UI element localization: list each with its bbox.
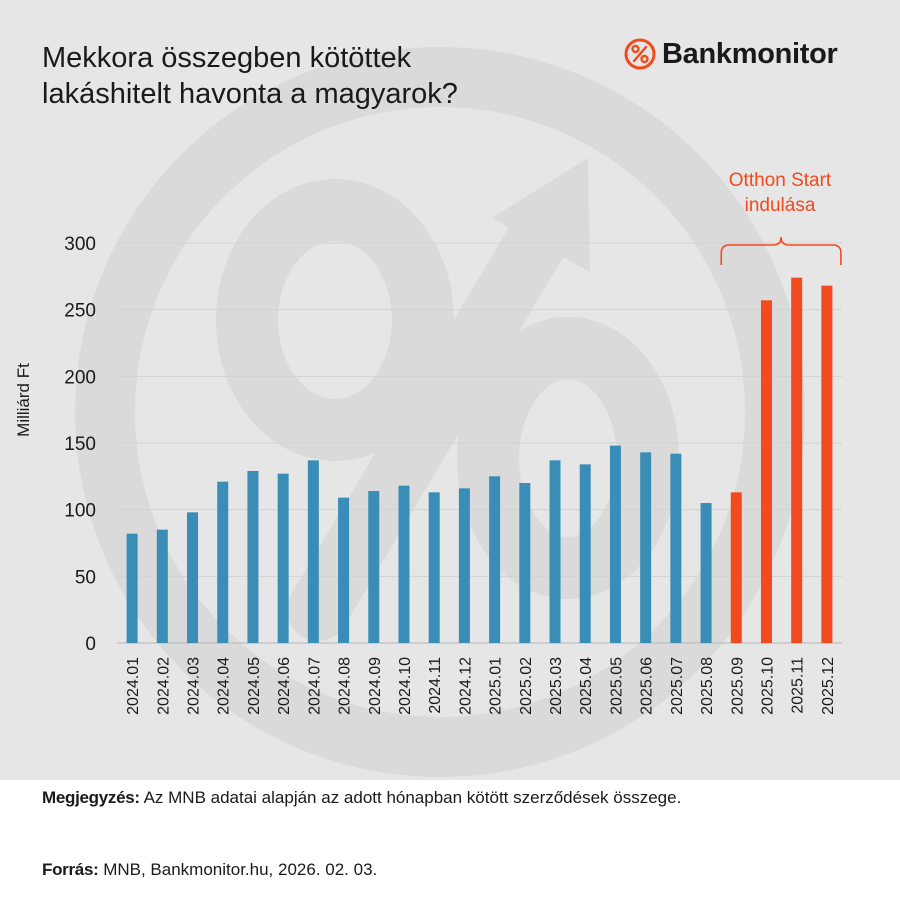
bar [338, 497, 350, 643]
x-tick-label: 2024.08 [337, 657, 354, 715]
bar-chart: 0 50 100 150 200 250 300 2024.01 2024.02 2024.03 2… [64, 234, 842, 715]
x-tick-label: 2024.09 [367, 657, 384, 715]
bar [579, 464, 591, 643]
footer-note: Megjegyzés: Az MNB adatai alapján az ado… [42, 788, 681, 808]
y-tick-label: 250 [64, 301, 96, 322]
bar [730, 492, 742, 643]
bar [458, 488, 470, 643]
percent-icon [624, 38, 656, 70]
x-tick-label: 2025.10 [759, 657, 776, 715]
annotation-line-1: Otthon Start [728, 170, 832, 191]
bar [489, 476, 501, 643]
note-label: Megjegyzés: [42, 788, 140, 807]
bar [821, 285, 833, 643]
x-tick-label: 2024.02 [155, 657, 172, 715]
y-tick-label: 0 [85, 634, 96, 655]
y-tick-label: 300 [64, 234, 96, 255]
bar [519, 483, 531, 643]
bar [187, 512, 199, 643]
bar [640, 452, 652, 643]
bar [217, 481, 229, 643]
bar [791, 277, 803, 643]
x-tick-label: 2025.07 [669, 657, 686, 715]
annotation-bracket [720, 236, 842, 265]
x-tick-label: 2025.05 [608, 657, 625, 715]
footer-source: Forrás: MNB, Bankmonitor.hu, 2026. 02. 0… [42, 860, 377, 880]
brand-name: Bankmonitor [662, 37, 838, 70]
x-tick-label: 2024.11 [427, 657, 444, 714]
annotation-line-2: indulása [744, 195, 816, 216]
x-tick-label: 2025.09 [729, 657, 746, 715]
x-tick-label: 2025.11 [790, 657, 807, 714]
bar [247, 471, 259, 643]
bar [609, 445, 621, 643]
x-tick-label: 2024.01 [125, 657, 142, 715]
x-tick-label: 2025.01 [488, 657, 505, 715]
x-tick-label: 2025.08 [699, 657, 716, 715]
note-text: Az MNB adatai alapján az adott hónapban … [139, 788, 682, 807]
bar [156, 529, 168, 643]
source-text: MNB, Bankmonitor.hu, 2026. 02. 03. [98, 860, 378, 879]
bar [368, 491, 380, 643]
y-tick-label: 150 [64, 434, 96, 455]
chart-panel: Mekkora összegben kötöttek lakáshitelt h… [0, 0, 900, 780]
bar [549, 460, 561, 643]
x-tick-label: 2025.02 [518, 657, 535, 715]
x-tick-label: 2024.12 [457, 657, 474, 715]
page-title: Mekkora összegben kötöttek lakáshitelt h… [42, 40, 602, 112]
title-line-1: Mekkora összegben kötöttek [42, 42, 412, 74]
bar [126, 533, 138, 643]
x-tick-label: 2025.06 [639, 657, 656, 715]
y-tick-label: 200 [64, 367, 96, 388]
x-tick-label: 2024.06 [276, 657, 293, 715]
bar [428, 492, 440, 643]
y-tick-label: 100 [64, 501, 96, 522]
x-tick-label: 2024.05 [246, 657, 263, 715]
x-tick-label: 2024.04 [216, 657, 233, 715]
x-tick-label: 2025.12 [820, 657, 837, 715]
x-tick-label: 2024.03 [186, 657, 203, 715]
x-tick-label: 2025.03 [548, 657, 565, 715]
bar [670, 453, 682, 643]
bar [398, 485, 410, 643]
brand-logo: Bankmonitor [624, 36, 838, 72]
title-line-2: lakáshitelt havonta a magyarok? [42, 78, 458, 110]
source-label: Forrás: [42, 860, 99, 879]
annotation-label: Otthon Start indulása [700, 168, 860, 218]
bar [277, 473, 289, 643]
bar [307, 460, 319, 643]
x-tick-label: 2024.07 [306, 657, 323, 715]
y-tick-label: 50 [75, 567, 96, 588]
x-tick-label: 2025.04 [578, 657, 595, 715]
x-tick-label: 2024.10 [397, 657, 414, 715]
bar [700, 503, 712, 643]
bar [760, 300, 772, 643]
